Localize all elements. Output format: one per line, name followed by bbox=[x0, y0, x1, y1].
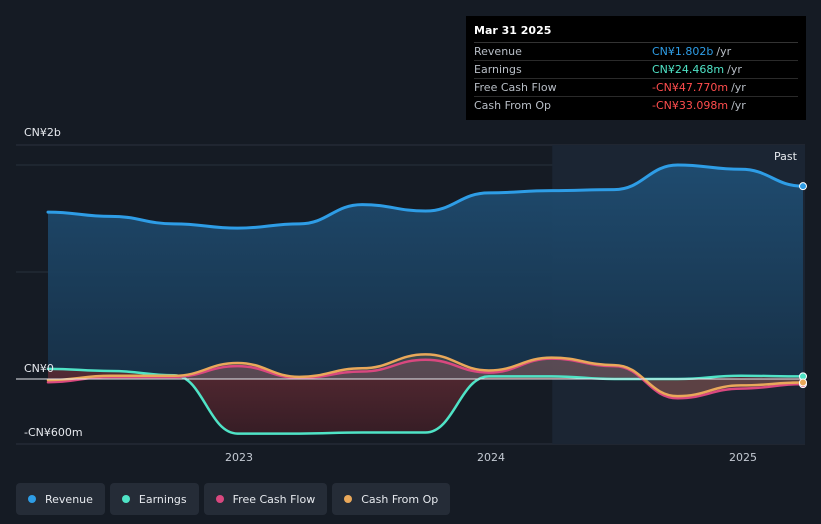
data-tooltip: Mar 31 2025 Revenue CN¥1.802b /yr Earnin… bbox=[466, 16, 806, 120]
point-revenue bbox=[799, 182, 807, 191]
legend-item-earnings[interactable]: Earnings bbox=[109, 483, 199, 515]
tooltip-row-value: CN¥24.468m bbox=[652, 63, 725, 76]
tooltip-row-unit: /yr bbox=[731, 81, 746, 94]
tooltip-row-label: Earnings bbox=[474, 63, 522, 76]
series-endpoints bbox=[799, 182, 807, 389]
legend-label: Earnings bbox=[138, 492, 187, 506]
tooltip-row-label: Cash From Op bbox=[474, 99, 552, 112]
legend-dot-icon bbox=[28, 495, 36, 503]
legend-label: Free Cash Flow bbox=[232, 492, 316, 506]
line-cash-from-op bbox=[46, 353, 805, 398]
y-tick-label-bottom: -CN¥600m bbox=[24, 426, 83, 439]
y-tick-label-top: CN¥2b bbox=[24, 126, 61, 139]
area-free-cash-flow bbox=[48, 358, 803, 399]
legend-dot-icon bbox=[344, 495, 353, 503]
tooltip-row-unit: /yr bbox=[731, 99, 746, 112]
series-areas bbox=[48, 165, 803, 434]
legend-item-revenue[interactable]: Revenue bbox=[16, 483, 105, 515]
tooltip-row-unit: /yr bbox=[716, 45, 732, 58]
chart-legend: Revenue Earnings Free Cash Flow Cash Fro… bbox=[16, 483, 451, 515]
line-revenue bbox=[46, 163, 805, 230]
tooltip-row-free-cash-flow: Free Cash Flow -CN¥47.770m /yr bbox=[474, 79, 798, 97]
past-label: Past bbox=[774, 150, 797, 163]
area-cash-from-op bbox=[48, 354, 803, 397]
tooltip-row-value: -CN¥47.770m bbox=[652, 81, 729, 94]
x-tick-label-2025: 2025 bbox=[729, 451, 757, 464]
area-revenue bbox=[48, 165, 803, 379]
legend-item-cash-from-op[interactable]: Cash From Op bbox=[332, 483, 451, 515]
tooltip-row-earnings: Earnings CN¥24.468m /yr bbox=[474, 61, 798, 79]
legend-label: Cash From Op bbox=[361, 492, 439, 506]
tooltip-row-label: Free Cash Flow bbox=[474, 81, 557, 94]
x-tick-label-2024: 2024 bbox=[477, 451, 505, 464]
x-tick-label-2023: 2023 bbox=[225, 451, 253, 464]
tooltip-row-cash-from-op: Cash From Op -CN¥33.098m /yr bbox=[474, 97, 798, 114]
area-earnings bbox=[48, 368, 803, 434]
legend-dot-icon bbox=[215, 495, 224, 503]
tooltip-row-revenue: Revenue CN¥1.802b /yr bbox=[474, 43, 798, 61]
y-tick-label-zero: CN¥0 bbox=[24, 362, 54, 375]
tooltip-row-value: -CN¥33.098m bbox=[652, 99, 729, 112]
tooltip-row-value: CN¥1.802b bbox=[652, 45, 714, 58]
legend-item-free-cash-flow[interactable]: Free Cash Flow bbox=[203, 483, 328, 515]
tooltip-row-unit: /yr bbox=[727, 63, 742, 76]
legend-dot-icon bbox=[121, 495, 130, 503]
series-lines bbox=[16, 163, 805, 435]
tooltip-row-label: Revenue bbox=[474, 45, 522, 58]
point-cash-from-op bbox=[799, 378, 807, 387]
tooltip-date: Mar 31 2025 bbox=[474, 24, 798, 43]
legend-label: Revenue bbox=[45, 492, 93, 506]
